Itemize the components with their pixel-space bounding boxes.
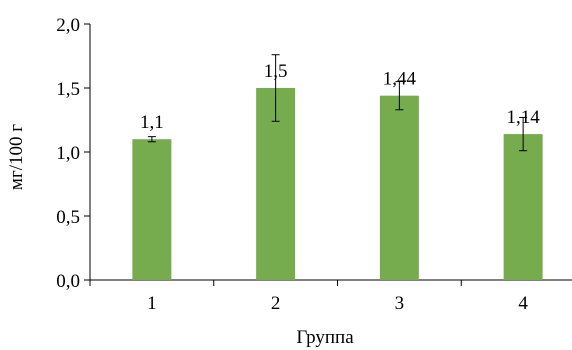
x-tick-label: 1 bbox=[147, 293, 157, 314]
data-label: 1,14 bbox=[507, 107, 541, 128]
bars bbox=[132, 88, 543, 281]
bar bbox=[132, 139, 172, 280]
error-bars bbox=[147, 54, 528, 152]
bar bbox=[503, 134, 543, 280]
x-tick-label: 2 bbox=[271, 293, 281, 314]
y-tick-label: 0,0 bbox=[56, 271, 80, 292]
x-tick-label: 3 bbox=[395, 293, 405, 314]
data-label: 1,1 bbox=[140, 112, 164, 133]
x-axis-title: Группа bbox=[296, 327, 354, 348]
y-tick-label: 0,5 bbox=[56, 207, 80, 228]
data-label: 1,44 bbox=[383, 69, 417, 90]
y-tick-label: 1,5 bbox=[56, 79, 80, 100]
bar bbox=[379, 95, 419, 281]
y-tick-label: 1,0 bbox=[56, 143, 80, 164]
data-labels: 1,1 1,5 1,44 1,14 bbox=[140, 61, 540, 133]
x-axis: 1 2 3 4 bbox=[89, 279, 572, 314]
y-axis-title: мг/100 г bbox=[6, 124, 27, 190]
x-tick-label: 4 bbox=[518, 293, 528, 314]
y-tick-label: 2,0 bbox=[56, 15, 80, 36]
y-axis: 0,0 0,5 1,0 1,5 2,0 bbox=[56, 15, 91, 292]
data-label: 1,5 bbox=[264, 61, 288, 82]
